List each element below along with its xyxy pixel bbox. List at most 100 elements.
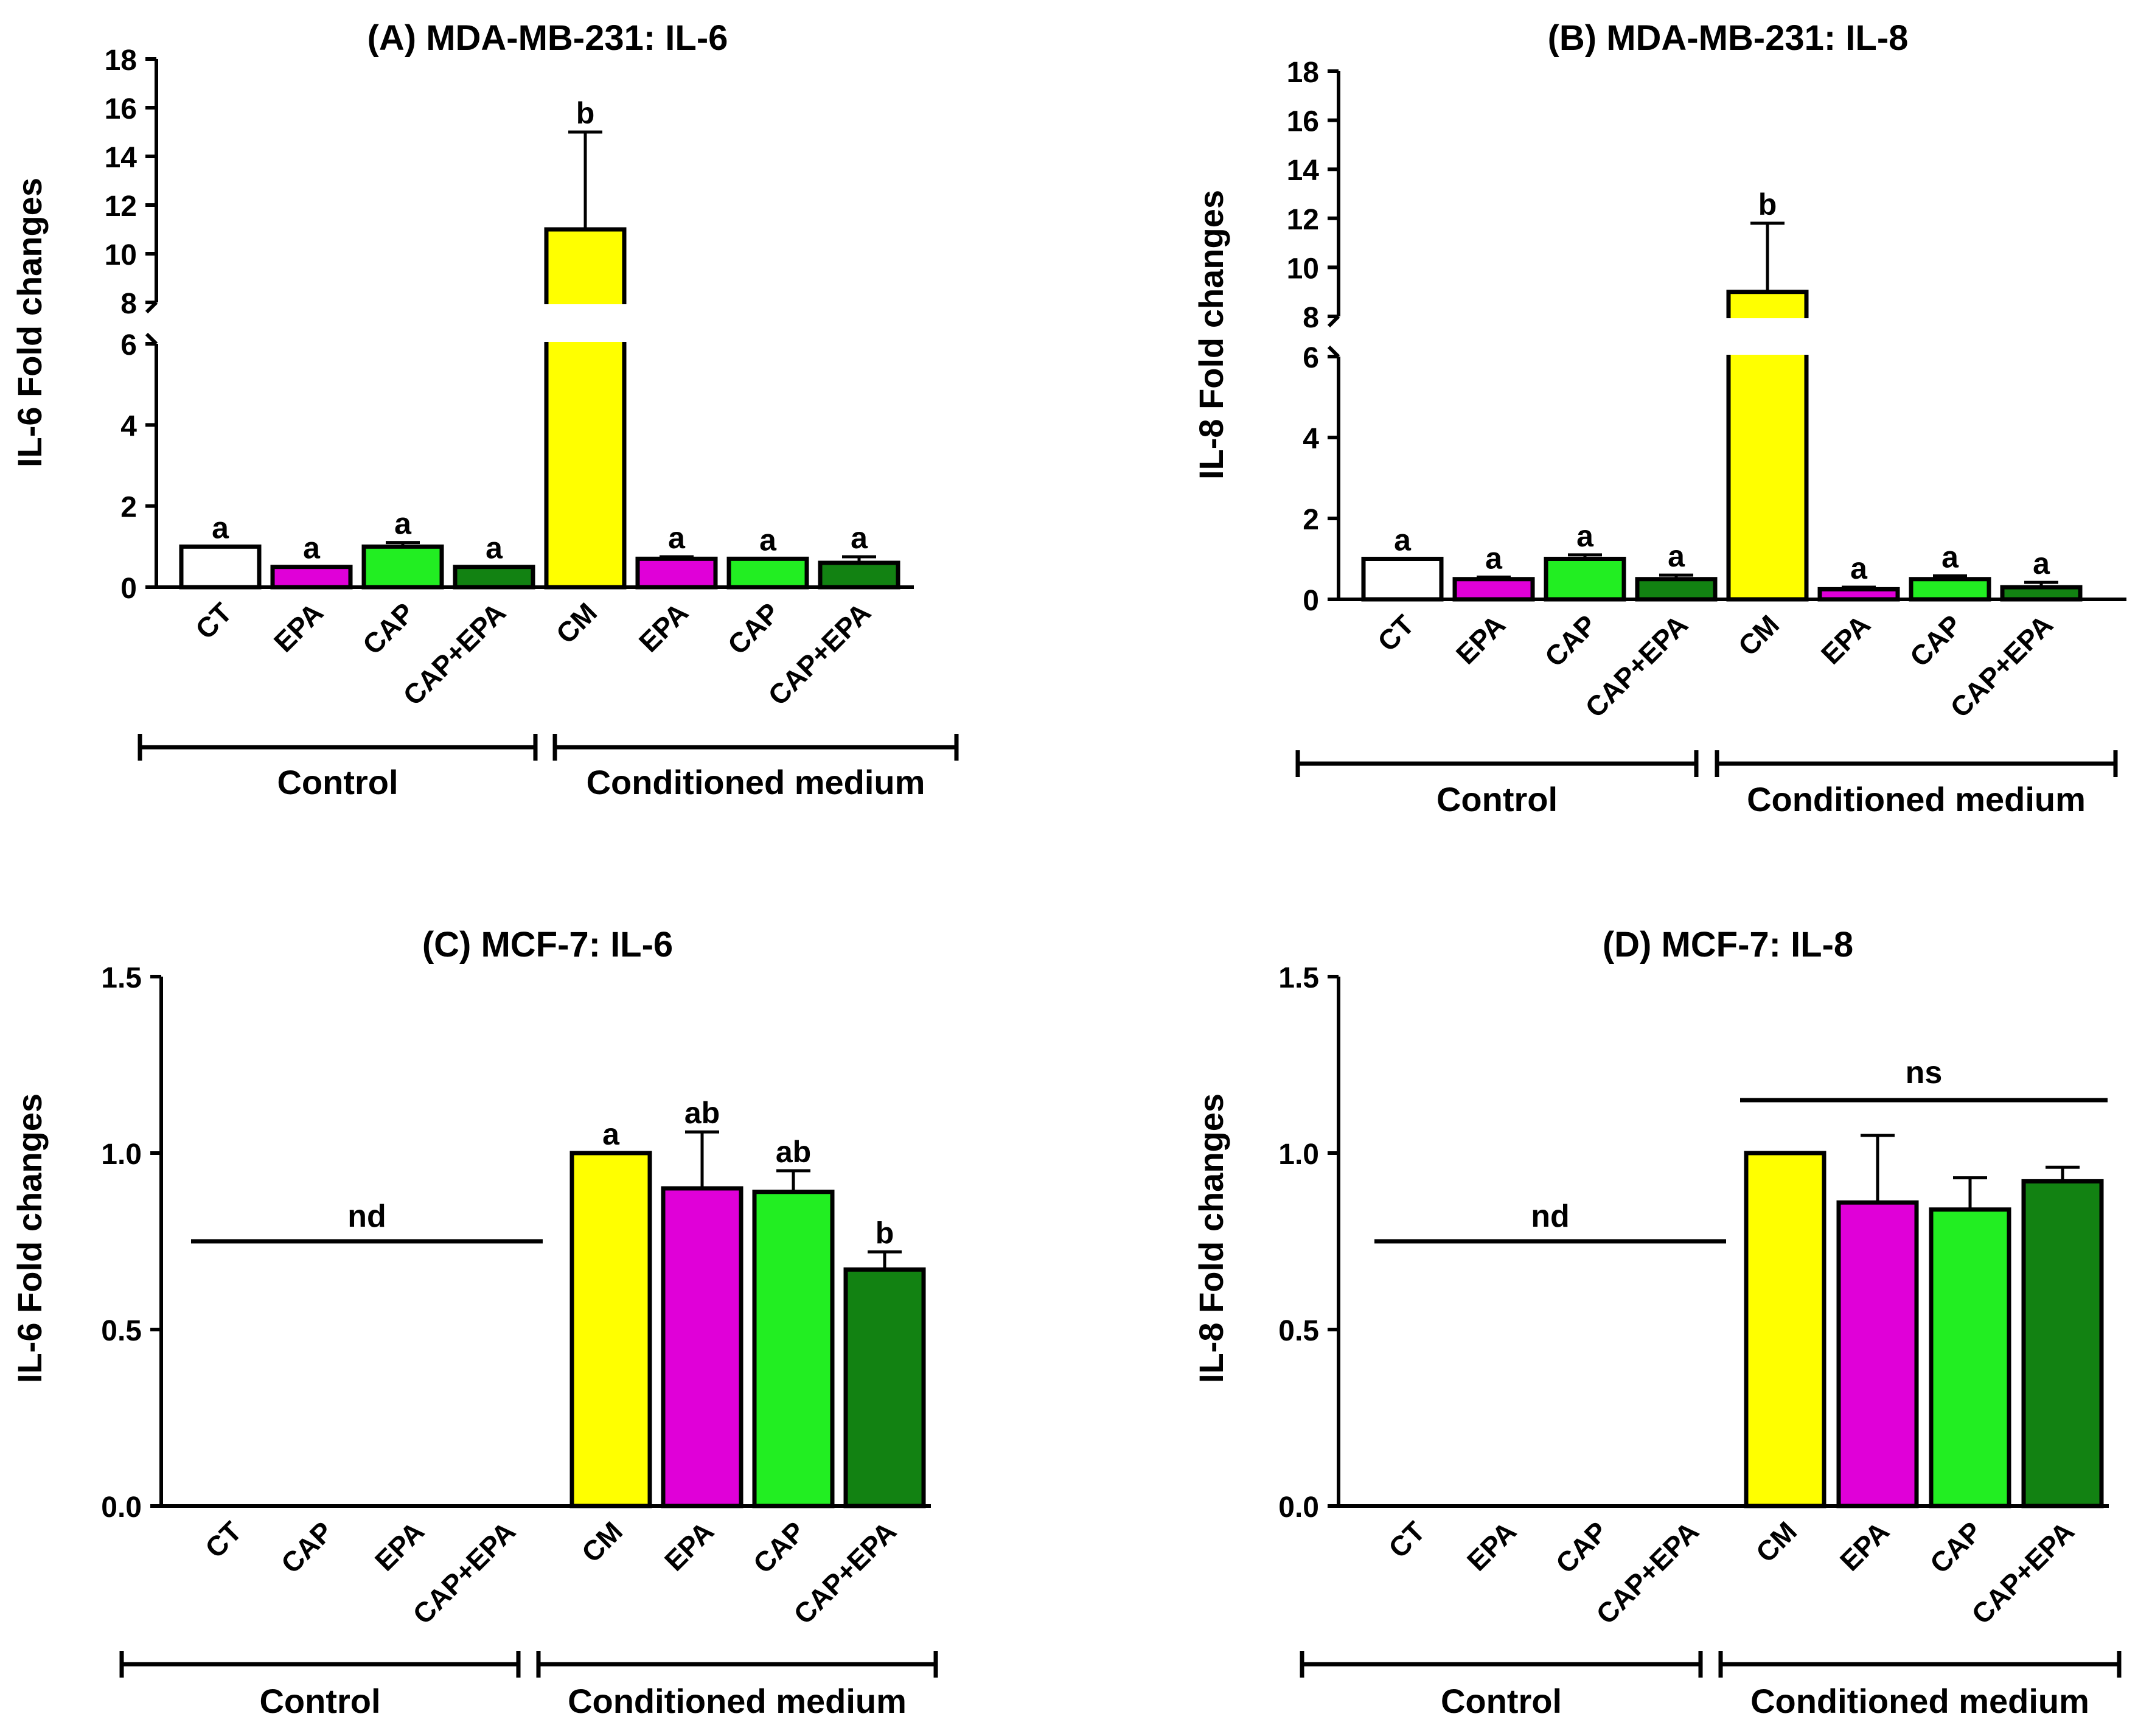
panel-c: (C) MCF-7: IL-6 IL-6 Fold changes 0.0 0.5 1.… — [10, 925, 938, 1720]
y-tick-label: 16 — [105, 93, 137, 125]
bar — [1361, 557, 1444, 602]
nd-label: nd — [347, 1199, 386, 1234]
y-axis-label: IL-8 Fold changes — [1192, 1093, 1230, 1383]
y-tick-label: 14 — [105, 142, 138, 174]
y-tick-label: 4 — [120, 410, 137, 442]
bar — [1909, 577, 1991, 602]
x-tick-label: CAP — [275, 1515, 339, 1579]
x-tick-label: EPA — [268, 596, 329, 658]
y-tick-label: 18 — [105, 44, 137, 77]
bar — [569, 1151, 652, 1508]
y-tick-label: 0.5 — [1278, 1315, 1319, 1347]
y-tick-label: 14 — [1287, 155, 1320, 187]
x-tick-label: CAP — [722, 596, 785, 660]
bar — [843, 1267, 926, 1508]
y-tick-label: 8 — [120, 288, 137, 320]
significance-letter: ab — [776, 1135, 811, 1169]
x-tick-label: EPA — [1815, 608, 1876, 670]
y-axis-label: IL-6 Fold changes — [10, 1093, 49, 1383]
y-tick-label: 16 — [1287, 106, 1319, 138]
x-tick-label: EPA — [1450, 608, 1511, 670]
bar — [2000, 585, 2083, 602]
x-tick-label: CT — [1371, 608, 1420, 657]
x-tick-label: CM — [1750, 1515, 1803, 1568]
bar — [818, 560, 900, 590]
y-tick-label: 18 — [1287, 57, 1319, 89]
significance-letter: a — [851, 521, 868, 555]
x-tick-label: CM — [1732, 608, 1785, 661]
x-tick-label: CT — [199, 1515, 248, 1564]
x-tick-label: CM — [576, 1515, 629, 1568]
group-label: Conditioned medium — [1750, 1682, 2089, 1720]
x-tick-label: CAP — [1539, 608, 1603, 672]
x-tick-label: CAP — [357, 596, 420, 660]
bar — [635, 556, 718, 590]
axis-break-gap — [543, 304, 628, 342]
significance-letter: a — [212, 511, 229, 545]
chart-title: (A) MDA-MB-231: IL-6 — [367, 18, 728, 58]
bar — [1635, 577, 1718, 602]
group-label: Control — [1441, 1682, 1562, 1720]
nd-label: nd — [1531, 1199, 1570, 1234]
ns-label: ns — [1906, 1055, 1943, 1090]
significance-letter: a — [2033, 546, 2050, 580]
bar — [2021, 1179, 2104, 1508]
x-tick-label: CAP — [747, 1515, 811, 1579]
y-axis-label: IL-6 Fold changes — [10, 178, 49, 467]
chart-title: (C) MCF-7: IL-6 — [422, 925, 673, 964]
y-tick-label: 1.5 — [101, 962, 142, 994]
chart-title: (B) MDA-MB-231: IL-8 — [1548, 18, 1909, 58]
bar — [270, 565, 353, 590]
bar — [179, 544, 262, 590]
y-tick-label: 2 — [1303, 504, 1319, 536]
bar — [1544, 557, 1626, 602]
y-tick-label: 4 — [1303, 423, 1319, 455]
x-tick-label: EPA — [633, 596, 694, 658]
y-tick-label: 12 — [1287, 204, 1319, 236]
significance-letter: a — [303, 531, 321, 565]
bar — [544, 227, 627, 590]
group-label: Control — [277, 763, 398, 801]
bar — [453, 565, 535, 590]
y-tick-label: 0.5 — [101, 1315, 142, 1347]
significance-letter: b — [1758, 187, 1777, 221]
significance-letter: a — [1668, 539, 1685, 573]
bar — [1929, 1207, 2011, 1508]
significance-letter: a — [1485, 541, 1503, 575]
significance-letter: a — [394, 507, 412, 541]
significance-letter: a — [1394, 523, 1412, 557]
significance-letter: ab — [684, 1096, 720, 1130]
x-tick-label: CAP — [1904, 608, 1968, 672]
significance-letter: a — [602, 1117, 620, 1151]
bar — [1744, 1151, 1826, 1508]
panel-b: (B) MDA-MB-231: IL-8 IL-8 Fold changes 0 2 4… — [1192, 18, 2126, 818]
significance-letter: a — [668, 521, 686, 555]
group-label: Control — [1436, 780, 1558, 818]
significance-letter: a — [1576, 519, 1594, 553]
y-tick-label: 0 — [120, 573, 137, 605]
y-tick-label: 0 — [1303, 585, 1319, 617]
panel-a: (A) MDA-MB-231: IL-6 IL-6 Fold changes 0 2 4… — [10, 18, 959, 801]
bar — [361, 544, 444, 590]
y-tick-label: 1.5 — [1278, 962, 1319, 994]
x-tick-label: EPA — [658, 1515, 720, 1577]
y-tick-label: 0.0 — [1278, 1491, 1319, 1524]
bar — [1836, 1200, 1919, 1508]
y-tick-label: 8 — [1303, 302, 1319, 334]
group-label: Control — [259, 1682, 380, 1720]
y-tick-label: 1.0 — [1278, 1138, 1319, 1171]
group-label: Conditioned medium — [568, 1682, 907, 1720]
bar — [726, 556, 809, 590]
group-label: Conditioned medium — [587, 763, 925, 801]
group-label: Conditioned medium — [1747, 780, 2086, 818]
y-tick-label: 2 — [120, 492, 137, 524]
y-tick-label: 0.0 — [101, 1491, 142, 1524]
significance-letter: a — [1850, 551, 1868, 585]
x-tick-label: EPA — [369, 1515, 430, 1577]
significance-letter: b — [876, 1216, 894, 1250]
bar — [1817, 587, 1900, 602]
bar — [752, 1190, 835, 1508]
x-tick-label: CAP — [1924, 1515, 1988, 1579]
significance-letter: a — [486, 531, 503, 565]
